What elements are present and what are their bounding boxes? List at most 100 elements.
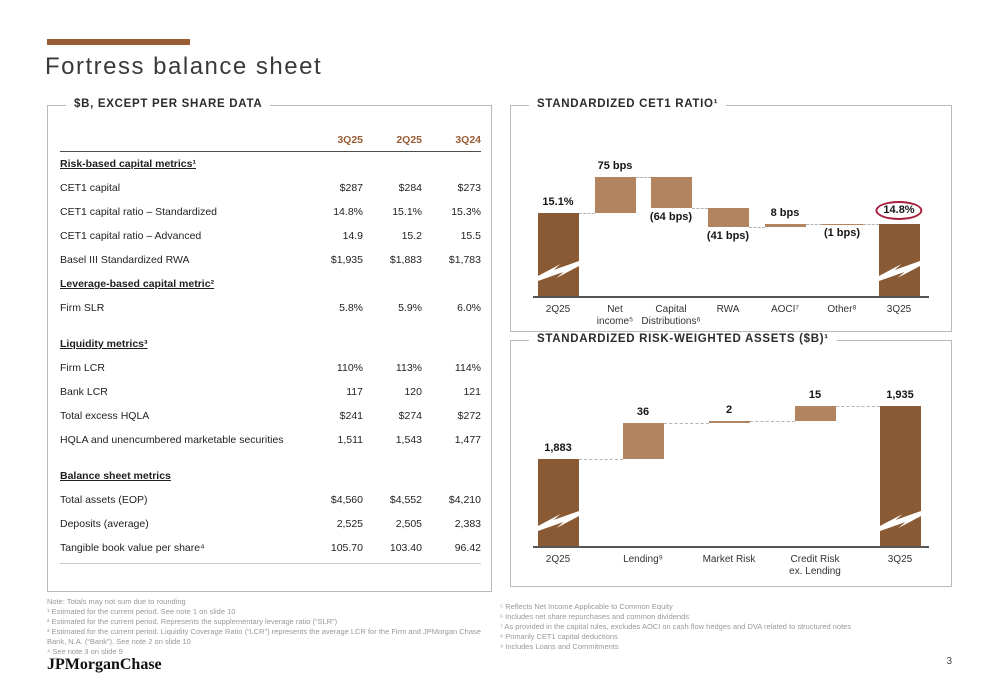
cell-hqla-and-unencumbered-marketable-securities-3q25: 1,511: [337, 434, 364, 446]
cell-deposits-average-3q24: 2,383: [454, 518, 481, 530]
rwa-chart-title: STANDARDIZED RISK-WEIGHTED ASSETS ($B)¹: [529, 333, 837, 345]
cet1-ratio-panel: STANDARDIZED CET1 RATIO¹ 15.1% 2Q25 75 bps…: [510, 98, 952, 332]
waterfall-connector: [805, 223, 822, 225]
cell-firm-slr-3q24: 6.0%: [457, 302, 481, 314]
cell-tangible-book-value-per-share-3q24: 96.42: [454, 542, 481, 554]
cell-cet1-capital-ratio-advanced-3q24: 15.5: [460, 230, 481, 242]
bar-2q25: [537, 213, 579, 296]
row-label-balance-sheet-metrics: Balance sheet metrics: [60, 470, 171, 482]
table-section-row: Liquidity metrics³: [60, 332, 481, 356]
table-bottom-rule: [60, 563, 481, 564]
x-axis-label-credit-risk-ex-lending: Credit Risk ex. Lending: [789, 554, 841, 577]
waterfall-connector: [578, 459, 623, 460]
footnote-note: Note: Totals may not sum due to rounding: [47, 597, 186, 606]
cell-cet1-capital-ratio-advanced-2q25: 15.2: [401, 230, 422, 242]
row-label-total-excess-hqla: Total excess HQLA: [60, 410, 150, 422]
x-axis-label-lending: Lending⁹: [623, 554, 663, 565]
cell-total-assets-eop-3q25: $4,560: [330, 494, 363, 506]
waterfall-connector: [578, 213, 595, 214]
cet1-chart-title: STANDARDIZED CET1 RATIO¹: [529, 98, 727, 110]
table-spacer-row: [60, 320, 481, 332]
waterfall-connector: [749, 421, 795, 422]
waterfall-connector: [862, 224, 879, 226]
x-axis-label-net-income: Net income⁵: [596, 304, 634, 327]
table-data-row: Total excess HQLA $241 $274 $272: [60, 404, 481, 428]
cell-firm-slr-3q25: 5.8%: [339, 302, 363, 314]
table-panel-title: $B, EXCEPT PER SHARE DATA: [66, 98, 271, 110]
x-axis-label-3q25: 3Q25: [886, 304, 912, 315]
x-axis-label-2q25: 2Q25: [545, 304, 571, 315]
row-label-firm-lcr: Firm LCR: [60, 362, 105, 374]
x-axis-label-aoci: AOCI⁷: [770, 304, 800, 315]
value-label-other: (1 bps): [823, 227, 861, 240]
cell-cet1-capital-ratio-standardized-3q25: 14.8%: [333, 206, 363, 218]
cell-total-excess-hqla-3q25: $241: [339, 410, 363, 422]
cell-tangible-book-value-per-share-3q25: 105.70: [330, 542, 363, 554]
cell-firm-lcr-2q25: 113%: [395, 362, 422, 374]
balance-sheet-metrics-panel: $B, EXCEPT PER SHARE DATA 3Q25 2Q25 3Q24…: [47, 98, 492, 592]
x-axis-label-other: Other⁸: [827, 304, 857, 315]
column-header-3q25: 3Q25: [337, 134, 363, 146]
table-data-row: Firm LCR 110% 113% 114%: [60, 356, 481, 380]
axis-break-mark: [537, 261, 579, 281]
footnotes-left: Note: Totals may not sum due to rounding…: [47, 597, 499, 657]
value-label-3q25: 14.8%: [875, 201, 923, 221]
cell-total-assets-eop-2q25: $4,552: [389, 494, 422, 506]
page-number: 3: [946, 656, 952, 667]
table-data-row: Tangible book value per share⁴ 105.70 103.…: [60, 536, 481, 560]
table-data-row: CET1 capital ratio – Advanced 14.9 15.2 15.…: [60, 224, 481, 248]
cell-total-assets-eop-3q24: $4,210: [448, 494, 481, 506]
table-section-row: Risk-based capital metrics¹: [60, 152, 481, 176]
metrics-table: 3Q25 2Q25 3Q24 Risk-based capital metric…: [60, 120, 481, 564]
row-label-risk-based-capital-metrics: Risk-based capital metrics¹: [60, 158, 196, 170]
row-label-bank-lcr: Bank LCR: [60, 386, 108, 398]
table-section-row: Leverage-based capital metric²: [60, 272, 481, 296]
cell-total-excess-hqla-3q24: $272: [457, 410, 481, 422]
table-data-row: CET1 capital ratio – Standardized 14.8% 15…: [60, 200, 481, 224]
row-label-tangible-book-value-per-share: Tangible book value per share⁴: [60, 542, 205, 554]
row-label-deposits-average: Deposits (average): [60, 518, 149, 530]
rwa-panel: STANDARDIZED RISK-WEIGHTED ASSETS ($B)¹ …: [510, 333, 952, 587]
footnotes-right: ⁵ Reflects Net Income Applicable to Comm…: [500, 602, 972, 652]
table-data-row: Basel III Standardized RWA $1,935 $1,883 $1…: [60, 248, 481, 272]
axis-break-mark: [537, 511, 579, 531]
table-header-row: 3Q25 2Q25 3Q24: [60, 120, 481, 152]
column-header-2q25: 2Q25: [396, 134, 422, 146]
row-label-liquidity-metrics: Liquidity metrics³: [60, 338, 148, 350]
row-label-hqla-and-unencumbered-marketable-securities: HQLA and unencumbered marketable securit…: [60, 434, 284, 446]
accent-bar: [47, 39, 190, 45]
footnote-4: ⁴ See note 3 on slide 9: [47, 647, 123, 656]
row-label-cet1-capital-ratio-standardized: CET1 capital ratio – Standardized: [60, 206, 218, 218]
value-label-market-risk: 2: [725, 404, 733, 416]
cet1-ratio-waterfall-chart: 15.1% 2Q25 75 bps Net income⁵ (64 bps) Capita…: [533, 136, 929, 327]
cell-tangible-book-value-per-share-2q25: 103.40: [389, 542, 422, 554]
bar-net-income: [594, 177, 636, 213]
bar-other: [821, 223, 863, 225]
cell-cet1-capital-2q25: $284: [398, 182, 422, 194]
axis-break-mark: [878, 260, 920, 281]
bar-3q25: [879, 406, 921, 546]
footnote-1: ¹ Estimated for the current period. See …: [47, 607, 236, 616]
table-data-row: Total assets (EOP) $4,560 $4,552 $4,210: [60, 488, 481, 512]
waterfall-connector: [835, 406, 880, 407]
cell-basel-iii-standardized-rwa-3q25: $1,935: [330, 254, 363, 266]
cell-cet1-capital-ratio-advanced-3q25: 14.9: [342, 230, 363, 242]
row-label-cet1-capital: CET1 capital: [60, 182, 121, 194]
cell-total-excess-hqla-2q25: $274: [398, 410, 422, 422]
table-spacer-row: [60, 452, 481, 464]
value-label-rwa: (41 bps): [706, 230, 750, 243]
bar-rwa: [707, 207, 749, 228]
value-label-lending: 36: [636, 406, 650, 418]
bar-capital-distributions: [650, 177, 692, 208]
cell-bank-lcr-3q24: 121: [463, 386, 481, 398]
x-axis-label-market-risk: Market Risk: [702, 554, 756, 565]
cell-cet1-capital-3q24: $273: [457, 182, 481, 194]
cell-cet1-capital-ratio-standardized-3q24: 15.3%: [451, 206, 481, 218]
cell-deposits-average-3q25: 2,525: [336, 518, 363, 530]
x-axis-label-rwa: RWA: [716, 304, 740, 315]
table-data-row: Firm SLR 5.8% 5.9% 6.0%: [60, 296, 481, 320]
footnote-3: ³ Estimated for the current period. Liqu…: [47, 627, 481, 646]
cell-cet1-capital-ratio-standardized-2q25: 15.1%: [392, 206, 422, 218]
bar-market-risk: [708, 421, 750, 423]
cell-firm-lcr-3q25: 110%: [336, 362, 363, 374]
